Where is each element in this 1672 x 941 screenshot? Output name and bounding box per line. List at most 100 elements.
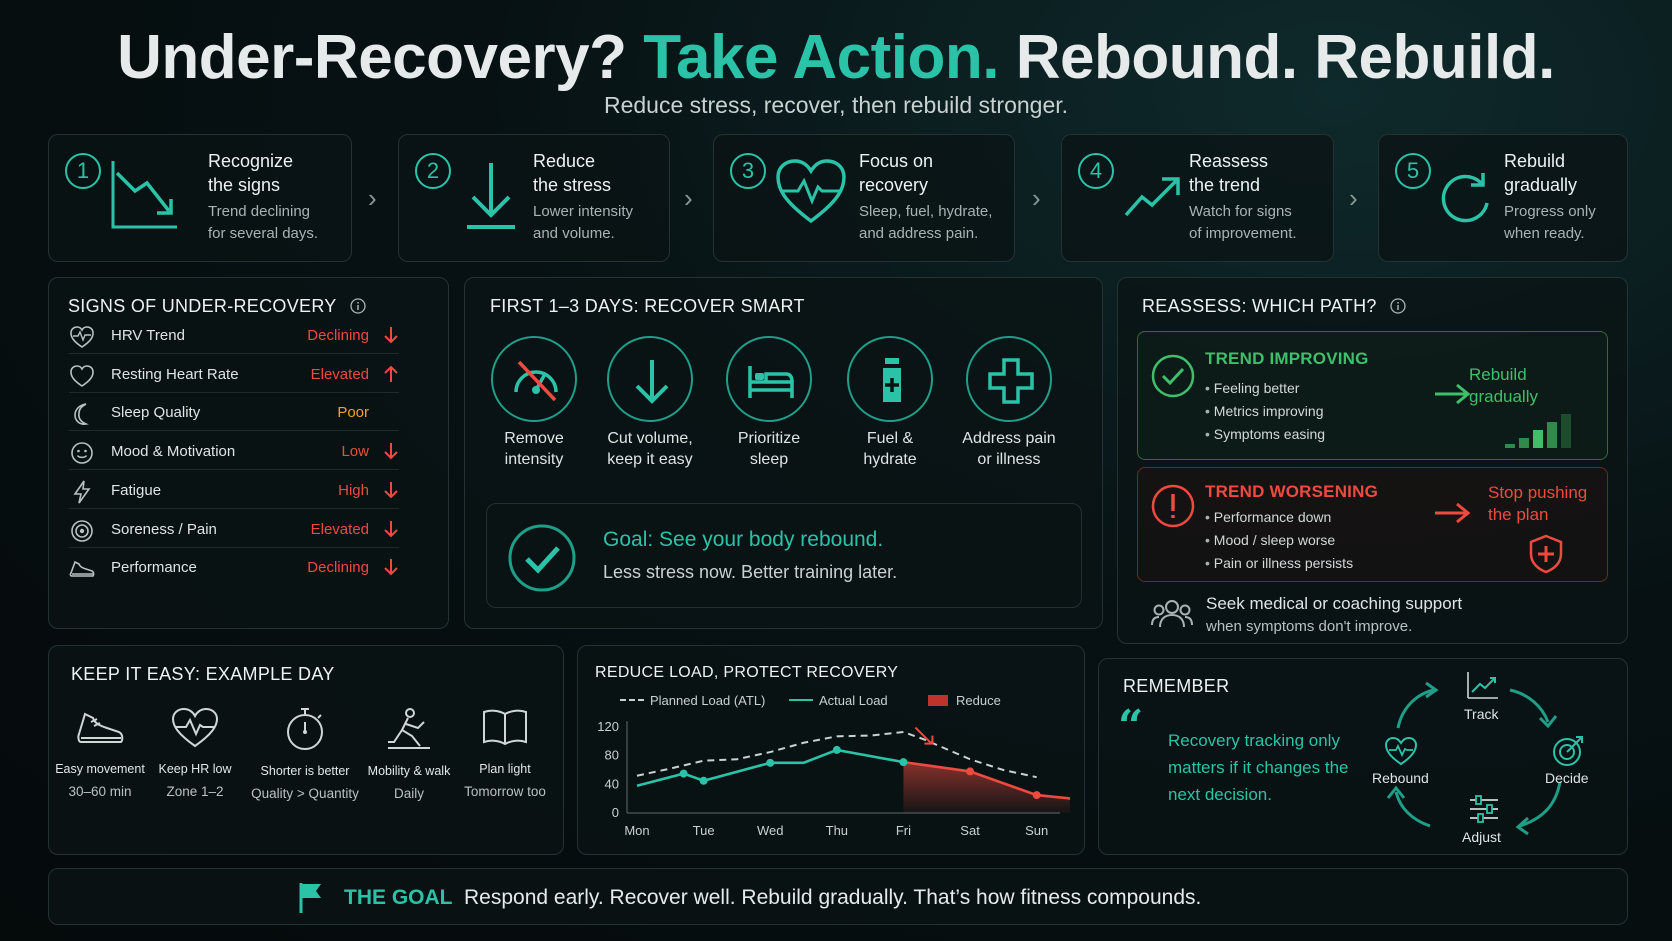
reassess-card: REASSESS: WHICH PATH? [1117, 277, 1628, 644]
signal-bars-icon [1505, 414, 1571, 448]
trend-improving-box: TREND IMPROVING Feeling better Metrics i… [1137, 331, 1608, 460]
sign-row: Performance Declining [69, 548, 399, 586]
stop-pushing-label: Stop pushing the plan [1488, 483, 1588, 524]
recover-item-remove-intensity: Remove intensity [478, 336, 590, 470]
step-title: Focus on recovery [859, 151, 934, 195]
target-icon [71, 519, 93, 542]
step-title: Reduce the stress [533, 151, 612, 195]
book-icon [483, 709, 527, 746]
sign-row: Resting Heart Rate Elevated [69, 355, 399, 393]
arrow-down-icon [635, 360, 669, 404]
sign-label: Soreness / Pain [111, 520, 217, 538]
chevron-right-icon: › [368, 183, 377, 213]
step-card-4: 4 Reassess the trend Watch for signs of im… [1061, 134, 1334, 262]
sign-row: Fatigue High [69, 471, 399, 509]
sign-label: Performance [111, 559, 197, 577]
sign-value: Elevated [310, 365, 369, 383]
x-tick-label: Thu [826, 823, 848, 838]
step-title: Rebuild gradually [1504, 151, 1578, 195]
step-card-2: 2 Reduce the stress Lower intensity and vo… [398, 134, 670, 262]
legend-planned: Planned Load (ATL) [620, 693, 765, 708]
step-description: Progress only when ready. [1504, 203, 1596, 242]
x-tick-label: Sun [1025, 823, 1048, 838]
sliders-icon [1470, 795, 1498, 823]
stretching-icon [388, 708, 430, 749]
trend-worsening-box: TREND WORSENING Performance down Mood / … [1137, 467, 1608, 582]
step-number: 2 [415, 153, 451, 189]
reduce-region [903, 762, 1070, 813]
step-title: Reassess the trend [1189, 151, 1269, 195]
y-tick-label: 0 [612, 805, 619, 820]
easy-item-keep-hr-low: Keep HR low Zone 1–2 [140, 706, 250, 799]
sign-row: Soreness / Pain Elevated [69, 510, 399, 548]
reduce-point [966, 767, 975, 776]
track-icon [1467, 672, 1498, 699]
x-tick-label: Mon [624, 823, 649, 838]
stopwatch-icon [287, 708, 323, 750]
sign-value: Poor [337, 404, 369, 422]
page-title: Under-Recovery? Take Action. Rebound. Re… [117, 23, 1555, 92]
recover-item-cut-volume: Cut volume, keep it easy [594, 336, 706, 470]
sign-value: Low [341, 443, 369, 461]
arrow-down-icon [384, 559, 398, 576]
load-chart-card: REDUCE LOAD, PROTECT RECOVERY [577, 645, 1085, 855]
goal-subtitle: Less stress now. Better training later. [603, 562, 898, 582]
step-number: 5 [1395, 153, 1431, 189]
smiley-icon [71, 442, 93, 464]
trend-improving-title: TREND IMPROVING [1205, 349, 1369, 368]
step-description: Lower intensity and volume. [533, 203, 634, 242]
trend-improving-bullets: Feeling better Metrics improving Symptom… [1205, 377, 1325, 446]
remember-card: REMEMBER [1098, 658, 1628, 855]
y-tick-label: 120 [597, 719, 619, 734]
reassess-title: REASSESS: WHICH PATH? [1142, 296, 1406, 317]
reduce-point [1032, 791, 1041, 800]
arrow-down-icon [384, 520, 398, 537]
step-number: 4 [1078, 153, 1114, 189]
rebuild-gradually-label: Rebuild gradually [1469, 365, 1538, 406]
easy-item-mobility: Mobility & walk Daily [354, 706, 464, 801]
step-description: Trend declining for several days. [208, 203, 319, 242]
load-chart-title: REDUCE LOAD, PROTECT RECOVERY [595, 664, 899, 681]
alert-circle-icon [1151, 484, 1195, 528]
signs-title: SIGNS OF UNDER-RECOVERY [68, 296, 366, 317]
sign-row: Sleep Quality Poor [69, 393, 399, 432]
flag-icon [299, 883, 321, 913]
arrow-down-icon [384, 327, 398, 344]
heart-pulse-icon [70, 326, 94, 348]
easy-day-card: KEEP IT EASY: EXAMPLE DAY [48, 645, 564, 855]
easy-day-title: KEEP IT EASY: EXAMPLE DAY [71, 664, 335, 684]
cycle-adjust: Adjust [1462, 829, 1501, 845]
footer-text: Respond early. Recover well. Rebuild gra… [464, 886, 1202, 909]
sign-value: Declining [307, 559, 369, 577]
recover-title: FIRST 1–3 DAYS: RECOVER SMART [490, 296, 805, 316]
shoe-icon [77, 712, 124, 743]
step-number: 1 [65, 153, 101, 189]
step-card-5: 5 Rebuild gradually Progress only when rea… [1378, 134, 1628, 262]
info-icon[interactable] [349, 298, 366, 314]
load-chart: 0 40 80 120 Mon Tue Wed Thu Fri Sat Sun [597, 719, 1070, 838]
heart-pulse-icon [1384, 736, 1418, 766]
legend-reduce: Reduce [928, 693, 1001, 708]
sign-value: Declining [307, 327, 369, 344]
refresh-icon [1441, 173, 1489, 223]
arrow-up-icon [384, 365, 398, 382]
sign-label: Resting Heart Rate [111, 365, 239, 383]
sign-row: Mood & Motivation Low [69, 432, 399, 471]
trend-worsening-bullets: Performance down Mood / sleep worse Pain… [1205, 506, 1353, 575]
trend-up-icon [1124, 177, 1180, 217]
quote-icon: “ [1118, 701, 1144, 752]
step-card-3: 3 Focus on recovery Sleep, fuel, hydrate,… [713, 134, 1015, 262]
step-description: Sleep, fuel, hydrate, and address pain. [859, 203, 993, 242]
shield-cross-icon [1529, 534, 1563, 574]
step-number: 3 [730, 153, 766, 189]
info-icon[interactable] [1390, 298, 1406, 314]
trend-worsening-title: TREND WORSENING [1205, 482, 1378, 501]
arrow-right-icon [1435, 502, 1471, 524]
chevron-right-icon: › [684, 183, 693, 213]
actual-point [699, 776, 708, 785]
series-line-2 [903, 760, 1070, 800]
chevron-right-icon: › [1032, 183, 1041, 213]
x-tick-label: Wed [757, 823, 784, 838]
goal-footer: THE GOAL Respond early. Recover well. Re… [48, 868, 1628, 925]
step-card-1: 1 Recognize the signs Trend declining for … [48, 134, 352, 262]
